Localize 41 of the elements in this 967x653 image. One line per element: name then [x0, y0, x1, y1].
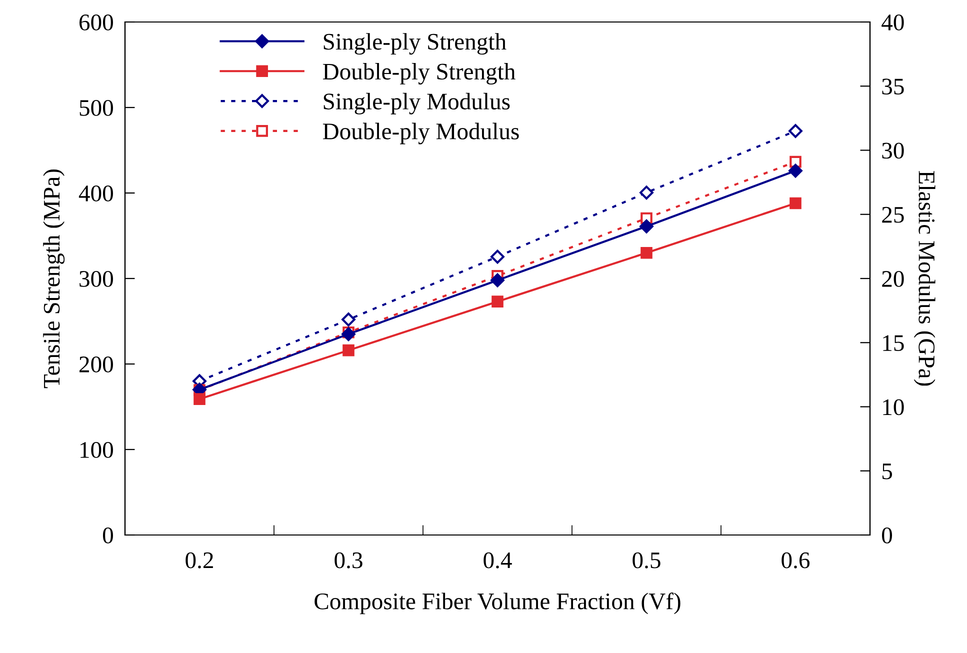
x-tick-label: 0.5: [632, 552, 660, 568]
point: [342, 312, 356, 326]
y-tick-label: 500: [80, 100, 113, 116]
point: [790, 197, 802, 210]
y-tick-label: 100: [80, 442, 113, 458]
y2-tick-label: 5: [882, 464, 892, 480]
point: [194, 393, 206, 405]
legend-label: Single-ply Modulus: [324, 92, 510, 114]
y2-tick-label: 40: [882, 14, 904, 30]
y2-tick-label: 20: [882, 270, 904, 287]
x-tick-label: 0.6: [782, 552, 810, 568]
legend-label: Single-ply Strength: [324, 33, 506, 55]
x-tick-label: 0.3: [334, 552, 362, 568]
legend-label: Double-ply Modulus: [322, 122, 519, 144]
y-tick-label: 400: [78, 185, 113, 202]
y-tick-label: 0: [102, 527, 113, 544]
x-axis-title: Composite Fiber Volume Fraction (Vf): [314, 592, 680, 614]
y2-tick-label: 15: [883, 335, 904, 352]
y2-tick-label: 10: [883, 399, 904, 416]
y2-tick-label: 30: [882, 142, 904, 159]
point: [490, 273, 504, 288]
y-axis-title: Tensile Strength (MPa): [43, 170, 65, 388]
point: [788, 124, 802, 138]
legend-label: Double-ply Strength: [322, 63, 516, 84]
x-tick-label: 0.4: [484, 552, 512, 568]
point: [640, 219, 654, 234]
point: [342, 327, 356, 342]
y2-tick-label: 0: [882, 527, 892, 544]
point: [788, 164, 802, 178]
point: [342, 344, 354, 356]
y2-tick-label: 25: [882, 206, 904, 223]
point: [492, 296, 504, 308]
point: [490, 250, 504, 264]
y-tick-label: 600: [79, 14, 113, 30]
y2-tick-label: 35: [882, 78, 904, 95]
y2-axis-title: Elastic Modulus (GPa): [914, 170, 936, 386]
x-tick-label: 0.2: [186, 552, 213, 568]
y-tick-label: 300: [80, 270, 113, 287]
y-tick-label: 200: [80, 356, 113, 372]
point: [640, 246, 652, 259]
point: [640, 186, 654, 200]
